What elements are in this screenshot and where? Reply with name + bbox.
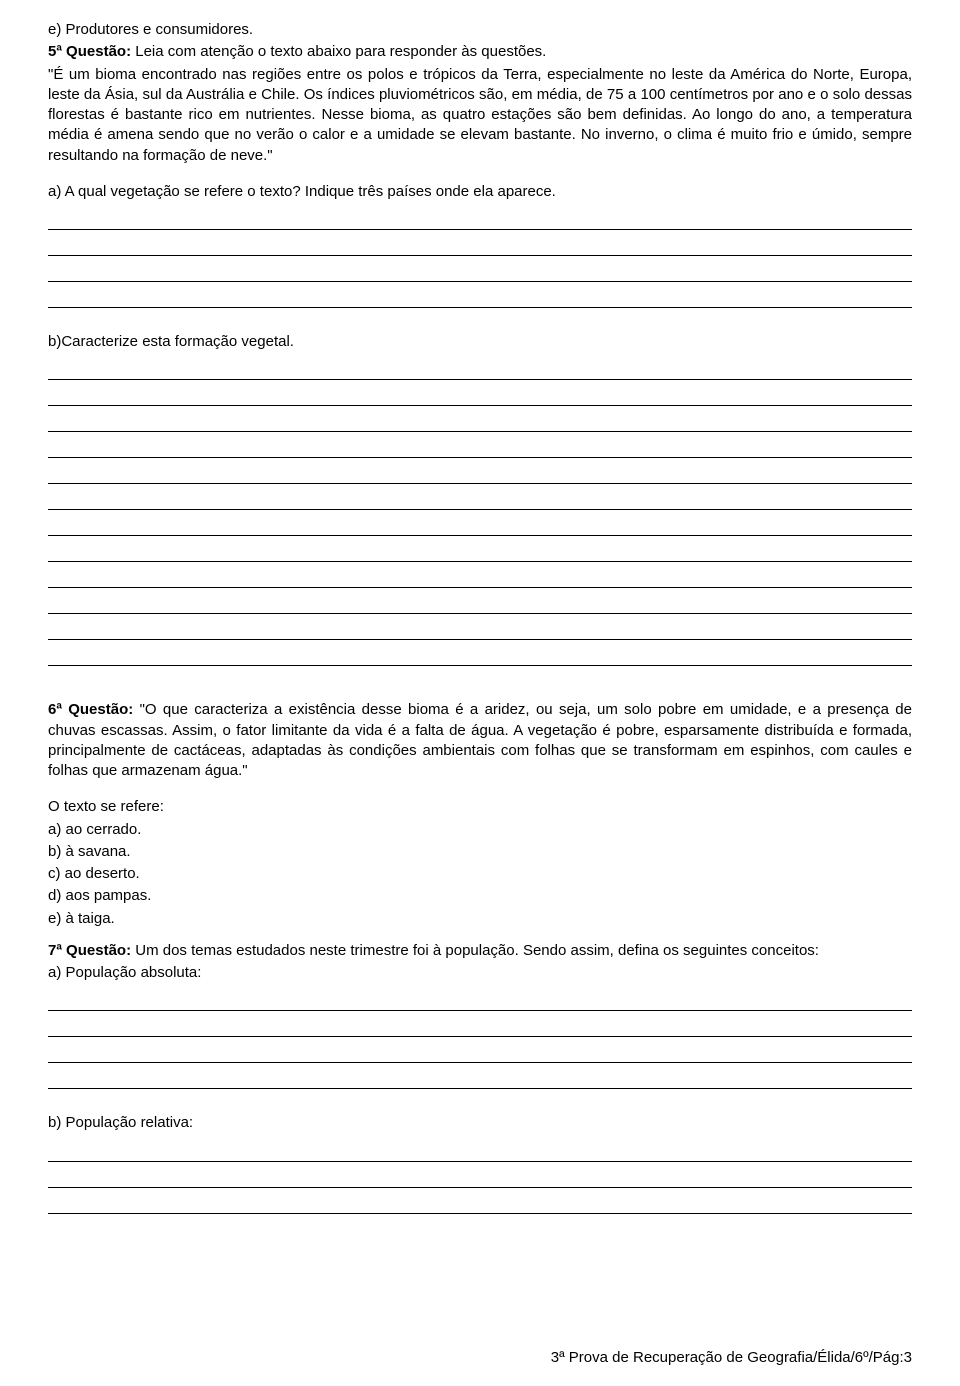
q7-label: 7ª Questão: [48,942,131,959]
q7-text: Um dos temas estudados neste trimestre f… [131,942,819,959]
q7-block: 7ª Questão: Um dos temas estudados neste… [48,941,912,961]
q6-option-e: e) à taiga. [48,909,912,929]
q7-subquestion-a: a) População absoluta: [48,963,912,983]
q6-option-d: d) aos pampas. [48,886,912,906]
q7a-answer-lines[interactable] [48,989,912,1089]
q5-subquestion-a: a) A qual vegetação se refere o texto? I… [48,182,912,202]
q5-label: 5ª Questão: [48,43,131,60]
q6-block: 6ª Questão: "O que caracteriza a existên… [48,700,912,781]
q6-label: 6ª Questão: [48,701,133,718]
q5-intro-text: Leia com atenção o texto abaixo para res… [131,43,546,60]
q7b-answer-lines[interactable] [48,1140,912,1214]
q5-passage: "É um bioma encontrado nas regiões entre… [48,65,912,166]
document-body: e) Produtores e consumidores. 5ª Questão… [48,20,912,1214]
q5a-answer-lines[interactable] [48,208,912,308]
q6-prompt: O texto se refere: [48,797,912,817]
q5-subquestion-b: b)Caracterize esta formação vegetal. [48,332,912,352]
q6-option-c: c) ao deserto. [48,864,912,884]
page-footer: 3ª Prova de Recuperação de Geografia/Éli… [551,1349,912,1366]
q5-intro-line: 5ª Questão: Leia com atenção o texto aba… [48,42,912,62]
q6-option-b: b) à savana. [48,842,912,862]
q6-option-a: a) ao cerrado. [48,820,912,840]
q5b-answer-lines[interactable] [48,358,912,666]
prev-question-option-e: e) Produtores e consumidores. [48,20,912,40]
q7-subquestion-b: b) População relativa: [48,1113,912,1133]
q6-text: "O que caracteriza a existência desse bi… [48,701,912,779]
